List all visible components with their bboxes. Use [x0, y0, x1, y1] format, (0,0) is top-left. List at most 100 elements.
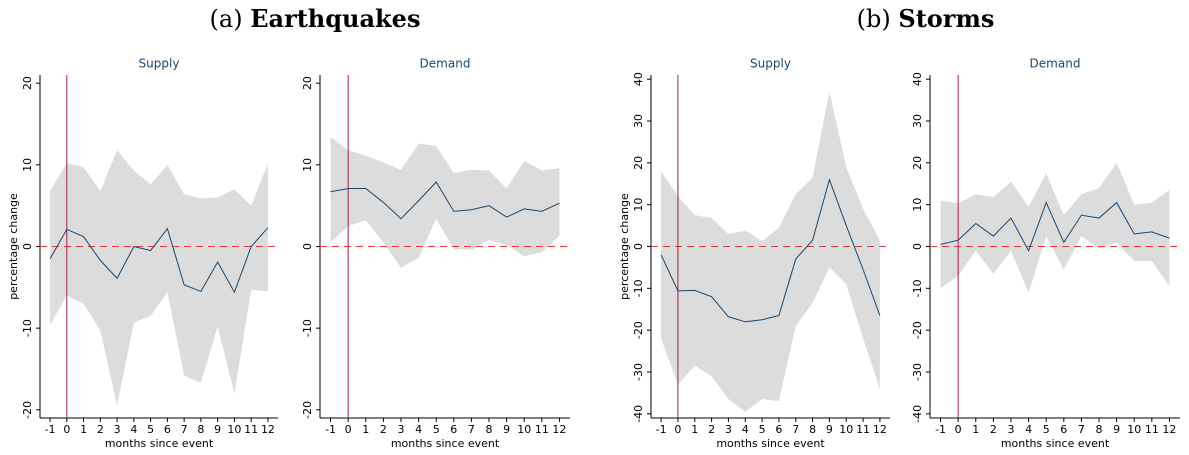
x-tick-label: 9: [503, 423, 510, 436]
estimate-line: [49, 227, 269, 294]
x-tick-label: 7: [181, 423, 188, 436]
y-tick-label: 10: [632, 198, 645, 212]
y-tick-label: 0: [911, 243, 924, 250]
y-tick-label: 20: [301, 76, 314, 90]
x-tick-label: 3: [725, 423, 732, 436]
x-tick-label: 10: [227, 423, 241, 436]
x-tick-label: 4: [130, 423, 137, 436]
x-tick-label: 9: [1113, 423, 1120, 436]
x-tick-label: 3: [1007, 423, 1014, 436]
x-tick-label: 10: [1127, 423, 1141, 436]
x-axis-label: months since event: [716, 437, 825, 450]
y-tick-label: -40: [632, 405, 645, 423]
confidence-band: [330, 137, 560, 268]
x-tick-label: 12: [873, 423, 887, 436]
x-tick-label: 2: [990, 423, 997, 436]
y-tick-label: 10: [21, 158, 34, 172]
x-tick-label: 0: [955, 423, 962, 436]
x-tick-label: 8: [809, 423, 816, 436]
y-axis-label: percentage change: [7, 193, 20, 300]
x-tick-label: 7: [792, 423, 799, 436]
x-tick-label: -1: [45, 423, 56, 436]
estimate-line: [330, 181, 560, 220]
y-tick-label: 10: [911, 198, 924, 212]
x-tick-label: 0: [63, 423, 70, 436]
y-tick-label: 20: [632, 156, 645, 170]
y-tick-label: 20: [911, 156, 924, 170]
x-tick-label: 11: [244, 423, 258, 436]
y-tick-label: -20: [911, 321, 924, 339]
x-tick-label: 5: [433, 423, 440, 436]
x-tick-label: 12: [1162, 423, 1176, 436]
x-tick-label: 6: [164, 423, 171, 436]
estimate-line: [940, 201, 1170, 252]
y-tick-label: -40: [911, 405, 924, 423]
x-tick-label: 6: [1060, 423, 1067, 436]
x-axis-label: months since event: [391, 437, 500, 450]
y-tick-label: -10: [911, 279, 924, 297]
x-tick-label: 7: [1078, 423, 1085, 436]
y-tick-label: -10: [301, 319, 314, 337]
x-tick-label: 9: [826, 423, 833, 436]
y-tick-label: 40: [632, 72, 645, 86]
group-name: Storms: [898, 4, 994, 33]
x-tick-label: 6: [775, 423, 782, 436]
x-tick-label: 2: [97, 423, 104, 436]
x-tick-label: 0: [345, 423, 352, 436]
x-tick-label: 10: [517, 423, 531, 436]
group-title: (a) Earthquakes: [210, 4, 421, 33]
y-tick-label: -30: [632, 363, 645, 381]
y-tick-label: 20: [21, 76, 34, 90]
y-tick-label: 0: [632, 243, 645, 250]
y-tick-label: 30: [632, 114, 645, 128]
x-tick-label: 6: [450, 423, 457, 436]
group-label: (a): [210, 5, 243, 33]
y-tick-label: 0: [21, 243, 34, 250]
x-tick-label: 7: [468, 423, 475, 436]
x-tick-label: 11: [535, 423, 549, 436]
x-tick-label: -1: [935, 423, 946, 436]
x-tick-label: 4: [742, 423, 749, 436]
y-tick-label: 10: [301, 158, 314, 172]
x-tick-label: 0: [674, 423, 681, 436]
y-tick-label: -20: [301, 401, 314, 419]
confidence-band: [940, 162, 1170, 293]
x-tick-label: 2: [708, 423, 715, 436]
group-name: Earthquakes: [250, 4, 420, 33]
x-tick-label: 1: [362, 423, 369, 436]
panel-title: Supply: [750, 57, 791, 71]
x-tick-label: 2: [380, 423, 387, 436]
x-tick-label: 1: [80, 423, 87, 436]
y-tick-label: 30: [911, 114, 924, 128]
x-axis-label: months since event: [105, 437, 214, 450]
x-tick-label: 1: [691, 423, 698, 436]
confidence-band: [661, 91, 880, 412]
y-tick-label: 40: [911, 72, 924, 86]
x-tick-label: 4: [1025, 423, 1032, 436]
group-title: (b) Storms: [857, 4, 995, 33]
y-tick-label: 0: [301, 243, 314, 250]
y-axis-label: percentage change: [618, 193, 631, 300]
x-tick-label: 5: [147, 423, 154, 436]
x-tick-label: 9: [214, 423, 221, 436]
x-tick-label: 3: [397, 423, 404, 436]
x-tick-label: 11: [856, 423, 870, 436]
x-tick-label: 12: [261, 423, 275, 436]
panel-title: Demand: [420, 57, 471, 71]
estimate-line: [660, 177, 881, 323]
y-tick-label: -20: [632, 321, 645, 339]
x-tick-label: 8: [197, 423, 204, 436]
group-label: (b): [857, 5, 891, 33]
panel-title: Supply: [139, 57, 180, 71]
y-tick-label: -30: [911, 363, 924, 381]
x-tick-label: 5: [1043, 423, 1050, 436]
confidence-band: [50, 150, 268, 406]
x-tick-label: 12: [552, 423, 566, 436]
x-tick-label: -1: [656, 423, 667, 436]
x-tick-label: -1: [325, 423, 336, 436]
y-tick-label: -20: [21, 401, 34, 419]
x-tick-label: 4: [415, 423, 422, 436]
x-axis-label: months since event: [1001, 437, 1110, 450]
panel-title: Demand: [1030, 57, 1081, 71]
